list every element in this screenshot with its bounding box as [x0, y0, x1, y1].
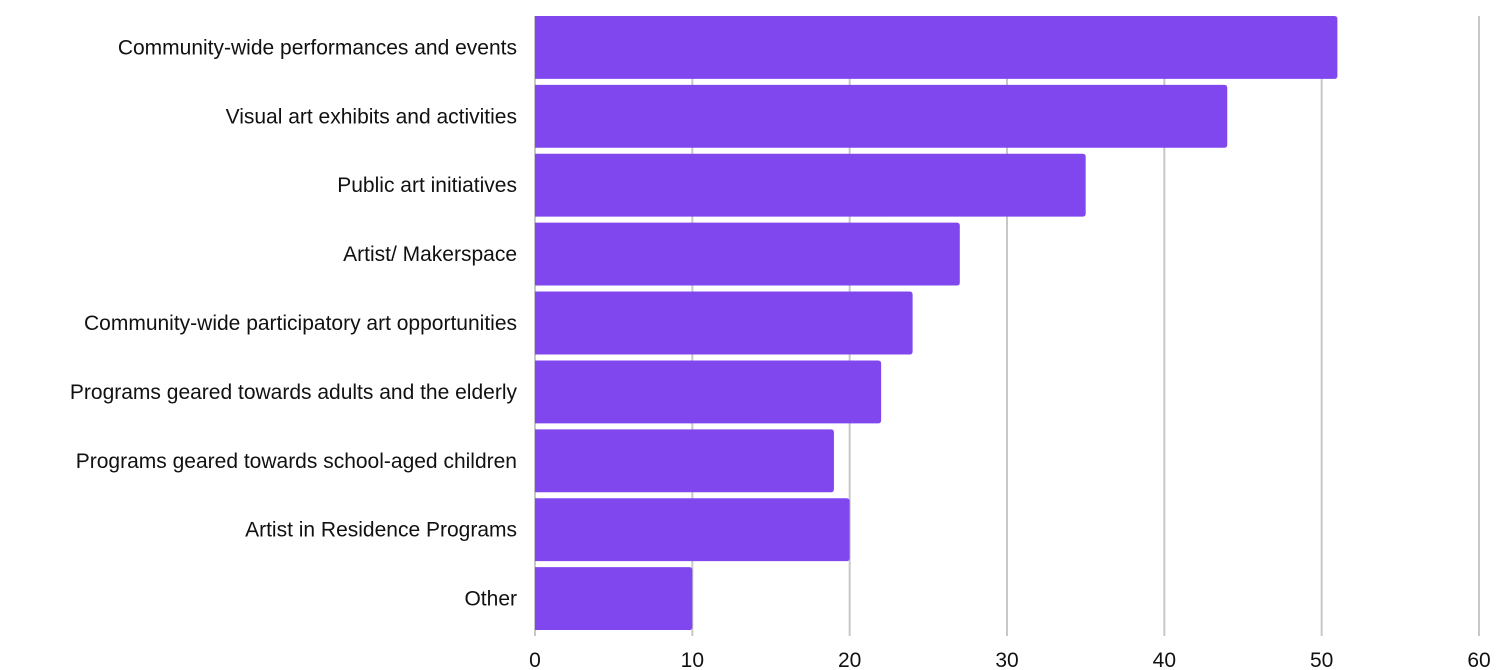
category-label-2: Visual art exhibits and activities	[226, 105, 517, 128]
category-label-9: Other	[464, 588, 517, 611]
category-label-1: Community-wide performances and events	[118, 36, 517, 59]
x-tick-label-0: 0	[529, 649, 541, 670]
category-label-6: Programs geared towards adults and the e…	[70, 381, 518, 404]
bar-8	[535, 498, 850, 562]
x-tick-labels: 0 10 20 30 40 50 60	[529, 649, 1491, 670]
bars	[535, 16, 1338, 630]
category-label-4: Artist/ Makerspace	[343, 243, 517, 266]
category-label-7: Programs geared towards school-aged chil…	[76, 450, 517, 473]
x-tick-label-20: 20	[838, 649, 861, 670]
category-label-8: Artist in Residence Programs	[245, 519, 517, 542]
x-tick-label-60: 60	[1467, 649, 1490, 670]
bar-5	[535, 291, 913, 355]
category-label-3: Public art initiatives	[337, 174, 517, 197]
bar-3	[535, 153, 1086, 217]
x-tick-label-40: 40	[1153, 649, 1176, 670]
x-tick-label-10: 10	[681, 649, 704, 670]
bar-4	[535, 222, 960, 286]
bar-2	[535, 84, 1228, 148]
category-labels: Community-wide performances and events Vi…	[70, 36, 518, 610]
category-label-5: Community-wide participatory art opportu…	[84, 312, 517, 335]
bar-7	[535, 429, 834, 493]
bar-1	[535, 16, 1338, 79]
x-tick-label-30: 30	[995, 649, 1018, 670]
bar-6	[535, 360, 882, 424]
x-tick-label-50: 50	[1310, 649, 1333, 670]
bar-9	[535, 567, 693, 630]
